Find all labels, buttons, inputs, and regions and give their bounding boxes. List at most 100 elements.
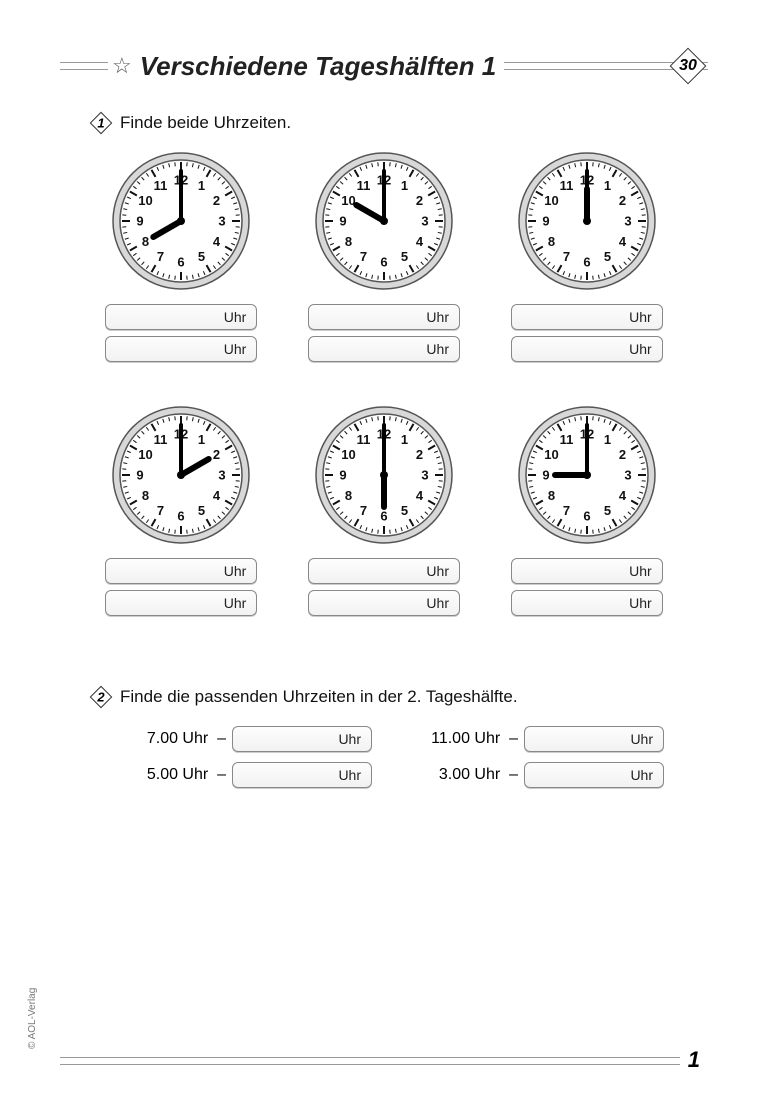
svg-text:8: 8 bbox=[142, 234, 149, 249]
task-1: 1 Finde beide Uhrzeiten. 123456789101112… bbox=[90, 112, 678, 616]
task-2-header: 2 Finde die passenden Uhrzeiten in der 2… bbox=[90, 686, 678, 708]
time-pair: 5.00 Uhr – Uhr bbox=[120, 762, 372, 788]
worksheet-header: ☆ Verschiedene Tageshälften 1 30 bbox=[60, 50, 708, 82]
footer-rule bbox=[60, 1057, 708, 1065]
svg-text:3: 3 bbox=[421, 214, 428, 229]
answer-input[interactable]: Uhr bbox=[524, 726, 664, 752]
answer-input[interactable]: Uhr bbox=[232, 726, 372, 752]
svg-text:9: 9 bbox=[542, 214, 549, 229]
svg-text:3: 3 bbox=[219, 468, 226, 483]
svg-text:11: 11 bbox=[559, 178, 573, 193]
svg-text:3: 3 bbox=[624, 468, 631, 483]
svg-text:1: 1 bbox=[604, 178, 611, 193]
svg-text:7: 7 bbox=[157, 503, 164, 518]
svg-text:5: 5 bbox=[198, 503, 205, 518]
clock-cell: 123456789101112 Uhr Uhr bbox=[100, 152, 263, 362]
clock-face: 123456789101112 bbox=[112, 152, 250, 290]
task-number: 1 bbox=[97, 116, 104, 131]
answer-input[interactable]: Uhr bbox=[524, 762, 664, 788]
given-time: 7.00 Uhr – bbox=[120, 730, 226, 748]
answer-input[interactable]: Uhr bbox=[232, 762, 372, 788]
svg-text:8: 8 bbox=[345, 488, 352, 503]
answer-input[interactable]: Uhr bbox=[511, 590, 663, 616]
svg-text:4: 4 bbox=[213, 234, 221, 249]
time-pair: 7.00 Uhr – Uhr bbox=[120, 726, 372, 752]
svg-text:7: 7 bbox=[157, 249, 164, 264]
svg-text:7: 7 bbox=[563, 249, 570, 264]
svg-text:11: 11 bbox=[357, 432, 371, 447]
page-number: 1 bbox=[680, 1047, 708, 1073]
answer-input[interactable]: Uhr bbox=[308, 336, 460, 362]
answer-boxes: Uhr Uhr bbox=[105, 304, 257, 362]
svg-text:2: 2 bbox=[619, 193, 626, 208]
svg-text:6: 6 bbox=[380, 509, 387, 524]
svg-text:11: 11 bbox=[154, 178, 168, 193]
svg-text:2: 2 bbox=[213, 193, 220, 208]
answer-input[interactable]: Uhr bbox=[511, 558, 663, 584]
svg-text:6: 6 bbox=[583, 255, 590, 270]
svg-text:11: 11 bbox=[357, 178, 371, 193]
svg-text:7: 7 bbox=[360, 249, 367, 264]
given-time: 3.00 Uhr – bbox=[412, 766, 518, 784]
clock-cell: 123456789101112 Uhr Uhr bbox=[100, 406, 263, 616]
svg-text:8: 8 bbox=[142, 488, 149, 503]
clock-cell: 123456789101112 Uhr Uhr bbox=[505, 152, 668, 362]
star-icon: ☆ bbox=[108, 53, 136, 79]
clocks-grid: 123456789101112 Uhr Uhr 123456789101112 … bbox=[100, 152, 668, 616]
clock-face: 123456789101112 bbox=[518, 152, 656, 290]
svg-text:6: 6 bbox=[583, 509, 590, 524]
svg-text:9: 9 bbox=[137, 468, 144, 483]
lesson-number-badge: 30 bbox=[668, 51, 708, 81]
time-pair: 3.00 Uhr – Uhr bbox=[412, 762, 664, 788]
svg-text:10: 10 bbox=[139, 193, 153, 208]
answer-input[interactable]: Uhr bbox=[105, 590, 257, 616]
svg-text:2: 2 bbox=[619, 447, 626, 462]
clock-cell: 123456789101112 Uhr Uhr bbox=[505, 406, 668, 616]
svg-text:4: 4 bbox=[619, 234, 627, 249]
svg-text:9: 9 bbox=[339, 468, 346, 483]
answer-input[interactable]: Uhr bbox=[511, 304, 663, 330]
svg-text:5: 5 bbox=[604, 503, 611, 518]
task-2-instruction: Finde die passenden Uhrzeiten in der 2. … bbox=[120, 687, 518, 707]
task-number: 2 bbox=[97, 690, 104, 705]
task-1-instruction: Finde beide Uhrzeiten. bbox=[120, 113, 291, 133]
svg-text:3: 3 bbox=[421, 468, 428, 483]
svg-text:11: 11 bbox=[559, 432, 573, 447]
svg-text:6: 6 bbox=[178, 509, 185, 524]
svg-text:8: 8 bbox=[548, 488, 555, 503]
svg-text:1: 1 bbox=[604, 432, 611, 447]
answer-input[interactable]: Uhr bbox=[105, 336, 257, 362]
answer-boxes: Uhr Uhr bbox=[105, 558, 257, 616]
page-title: Verschiedene Tageshälften 1 bbox=[136, 51, 504, 82]
task-2: 2 Finde die passenden Uhrzeiten in der 2… bbox=[90, 686, 678, 788]
time-pair-row: 7.00 Uhr – Uhr 11.00 Uhr – Uhr bbox=[120, 726, 648, 752]
svg-text:4: 4 bbox=[619, 488, 627, 503]
given-time: 5.00 Uhr – bbox=[120, 766, 226, 784]
clock-face: 123456789101112 bbox=[112, 406, 250, 544]
svg-text:10: 10 bbox=[139, 447, 153, 462]
svg-text:10: 10 bbox=[544, 193, 558, 208]
svg-text:1: 1 bbox=[401, 178, 408, 193]
svg-text:4: 4 bbox=[213, 488, 221, 503]
task-number-badge: 2 bbox=[90, 686, 112, 708]
svg-text:10: 10 bbox=[341, 447, 355, 462]
answer-input[interactable]: Uhr bbox=[308, 304, 460, 330]
svg-text:2: 2 bbox=[416, 447, 423, 462]
svg-text:6: 6 bbox=[178, 255, 185, 270]
svg-text:8: 8 bbox=[345, 234, 352, 249]
svg-text:7: 7 bbox=[563, 503, 570, 518]
answer-input[interactable]: Uhr bbox=[105, 304, 257, 330]
answer-input[interactable]: Uhr bbox=[308, 590, 460, 616]
svg-text:3: 3 bbox=[624, 214, 631, 229]
task-1-header: 1 Finde beide Uhrzeiten. bbox=[90, 112, 678, 134]
answer-input[interactable]: Uhr bbox=[105, 558, 257, 584]
answer-input[interactable]: Uhr bbox=[308, 558, 460, 584]
answer-input[interactable]: Uhr bbox=[511, 336, 663, 362]
svg-text:11: 11 bbox=[154, 432, 168, 447]
task-2-pairs: 7.00 Uhr – Uhr 11.00 Uhr – Uhr 5.00 Uhr … bbox=[120, 726, 648, 788]
answer-boxes: Uhr Uhr bbox=[308, 304, 460, 362]
svg-text:1: 1 bbox=[198, 178, 205, 193]
svg-text:9: 9 bbox=[137, 214, 144, 229]
clock-cell: 123456789101112 Uhr Uhr bbox=[303, 152, 466, 362]
svg-text:6: 6 bbox=[380, 255, 387, 270]
